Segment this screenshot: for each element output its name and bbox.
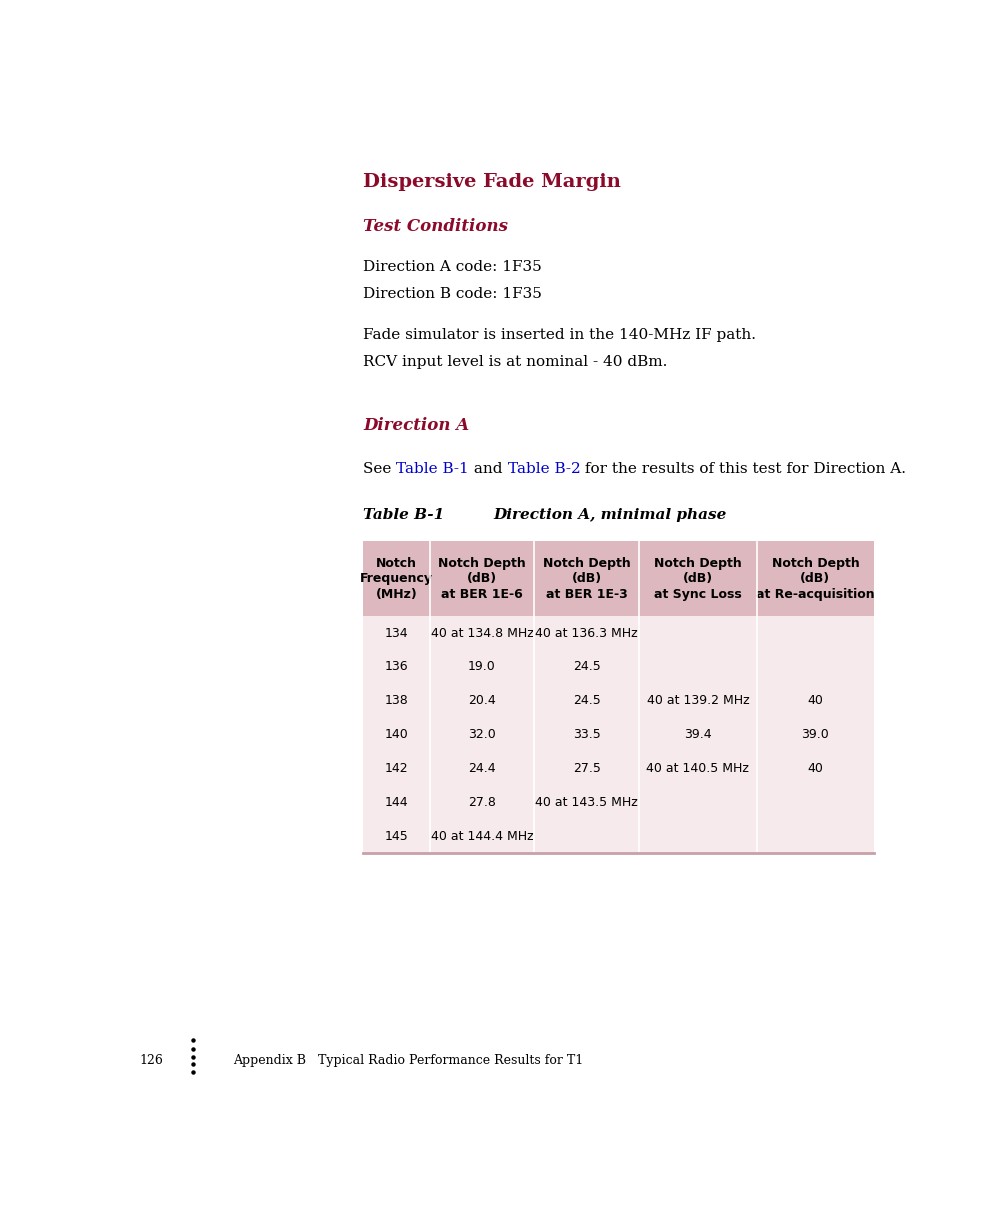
Text: See: See (363, 463, 397, 476)
Text: 27.5: 27.5 (573, 762, 600, 775)
Text: 40 at 139.2 MHz: 40 at 139.2 MHz (646, 695, 749, 707)
Text: Notch Depth
(dB)
at Sync Loss: Notch Depth (dB) at Sync Loss (654, 557, 742, 601)
Text: Table B-1: Table B-1 (363, 508, 445, 521)
Text: Direction A, minimal phase: Direction A, minimal phase (493, 508, 726, 521)
Bar (363, 541, 874, 853)
Text: 40 at 134.8 MHz: 40 at 134.8 MHz (431, 626, 533, 640)
Text: 142: 142 (385, 762, 408, 775)
Text: Appendix B   Typical Radio Performance Results for T1: Appendix B Typical Radio Performance Res… (233, 1054, 584, 1067)
Text: 144: 144 (385, 796, 408, 808)
Text: RCV input level is at nominal - 40 dBm.: RCV input level is at nominal - 40 dBm. (363, 355, 667, 369)
Text: 24.5: 24.5 (573, 695, 600, 707)
Text: Notch Depth
(dB)
at BER 1E-6: Notch Depth (dB) at BER 1E-6 (438, 557, 525, 601)
Text: 27.8: 27.8 (468, 796, 496, 808)
Text: Table B-1: Table B-1 (397, 463, 469, 476)
Text: Direction A: Direction A (363, 416, 469, 433)
Text: Direction A code: 1F35: Direction A code: 1F35 (363, 260, 542, 274)
Text: and: and (469, 463, 508, 476)
Text: 39.0: 39.0 (802, 728, 830, 741)
Text: 20.4: 20.4 (468, 695, 496, 707)
Text: 145: 145 (385, 830, 408, 842)
Text: 32.0: 32.0 (468, 728, 496, 741)
Text: for the results of this test for Direction A.: for the results of this test for Directi… (581, 463, 906, 476)
Text: 40 at 140.5 MHz: 40 at 140.5 MHz (646, 762, 750, 775)
Text: 134: 134 (385, 626, 408, 640)
Text: 126: 126 (140, 1054, 163, 1067)
Text: 40 at 143.5 MHz: 40 at 143.5 MHz (535, 796, 639, 808)
Text: 24.5: 24.5 (573, 661, 600, 674)
Text: Dispersive Fade Margin: Dispersive Fade Margin (363, 173, 621, 190)
Text: 138: 138 (385, 695, 408, 707)
Bar (363, 541, 874, 617)
Text: Notch
Frequency
(MHz): Notch Frequency (MHz) (360, 557, 433, 601)
Text: Fade simulator is inserted in the 140-MHz IF path.: Fade simulator is inserted in the 140-MH… (363, 328, 757, 342)
Text: 40 at 144.4 MHz: 40 at 144.4 MHz (431, 830, 533, 842)
Text: Table B-2: Table B-2 (508, 463, 581, 476)
Text: 40: 40 (808, 695, 824, 707)
Text: 140: 140 (385, 728, 408, 741)
Text: Notch Depth
(dB)
at Re-acquisition: Notch Depth (dB) at Re-acquisition (756, 557, 875, 601)
Text: 24.4: 24.4 (468, 762, 496, 775)
Text: 40 at 136.3 MHz: 40 at 136.3 MHz (535, 626, 638, 640)
Text: 39.4: 39.4 (684, 728, 711, 741)
Text: Notch Depth
(dB)
at BER 1E-3: Notch Depth (dB) at BER 1E-3 (543, 557, 631, 601)
Text: 136: 136 (385, 661, 408, 674)
Text: Direction B code: 1F35: Direction B code: 1F35 (363, 287, 542, 300)
Text: 19.0: 19.0 (468, 661, 496, 674)
Text: Test Conditions: Test Conditions (363, 219, 508, 236)
Text: 33.5: 33.5 (573, 728, 600, 741)
Text: 40: 40 (808, 762, 824, 775)
